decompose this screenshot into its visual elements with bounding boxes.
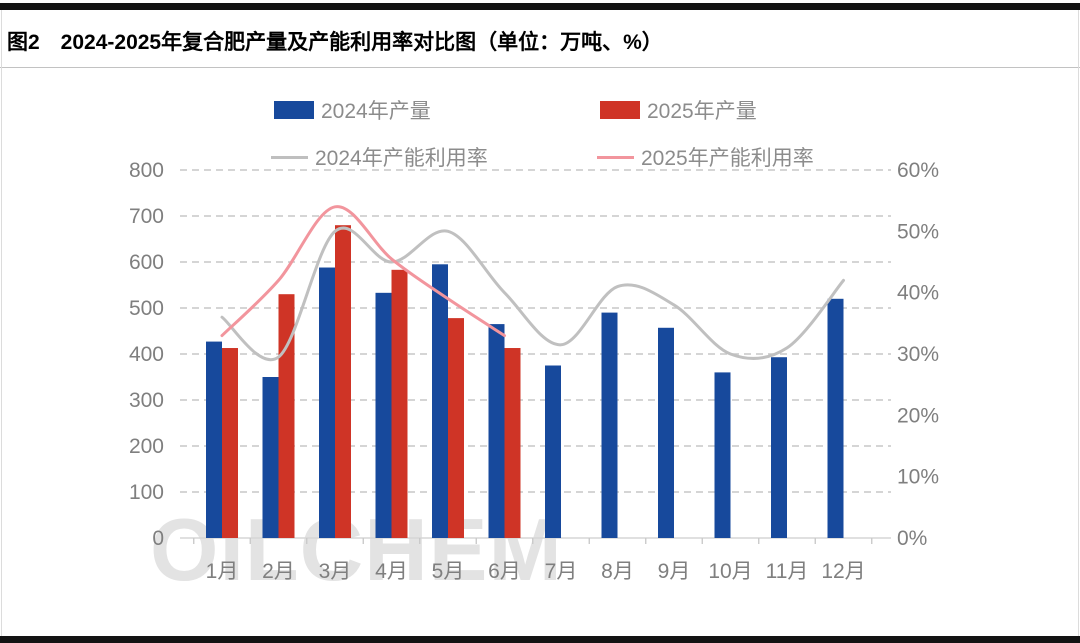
- bar-2025年产量-4月: [391, 269, 408, 538]
- bar-2024年产量-1月: [206, 341, 222, 538]
- right-axis-label: 20%: [897, 404, 939, 427]
- bar-2024年产量-9月: [658, 327, 674, 538]
- bar-2025年产量-5月: [448, 318, 464, 538]
- legend-swatch-2024-production: [274, 101, 314, 119]
- right-axis-label: 60%: [897, 159, 939, 182]
- legend-item-2024-utilization: 2024年产能利用率: [271, 144, 488, 170]
- legend-label: 2025年产量: [647, 100, 757, 123]
- bar-2024年产量-11月: [771, 357, 787, 538]
- bottom-black-bar: [0, 636, 1080, 643]
- left-axis-label: 200: [129, 435, 164, 458]
- legend-label: 2024年产量: [321, 100, 431, 123]
- chart-svg: 0 100 200 300 400 500 600 700 800 0% 10% 20% 30% 40% 5…: [129, 159, 939, 583]
- legend-item-2025-production: 2025年产量: [600, 97, 757, 123]
- legend-item-2025-utilization: 2025年产能利用率: [597, 144, 814, 170]
- bar-2024年产量-10月: [714, 372, 731, 538]
- top-black-bar: [0, 3, 1080, 10]
- x-axis-label: 11月: [766, 560, 809, 583]
- title-divider: [0, 67, 1080, 68]
- bar-2024年产量-5月: [432, 264, 448, 538]
- left-axis-label: 400: [129, 343, 164, 366]
- left-axis-label: 500: [129, 297, 164, 320]
- left-axis-label: 0: [152, 527, 164, 550]
- x-axis-label: 12月: [821, 560, 865, 583]
- bar-2025年产量-6月: [504, 348, 521, 538]
- legend-swatch-2025-production: [600, 101, 640, 119]
- x-axis-label: 6月: [488, 560, 521, 583]
- right-axis-label: 0%: [897, 527, 927, 550]
- right-axis-label: 10%: [897, 466, 939, 489]
- x-axis-label: 4月: [375, 560, 408, 583]
- bar-2025年产量-1月: [222, 348, 238, 538]
- right-page-border: [1078, 10, 1079, 636]
- x-axis-label: 1月: [206, 560, 239, 583]
- right-axis-label: 30%: [897, 343, 939, 366]
- bar-2024年产量-2月: [262, 377, 279, 538]
- right-axis-label: 50%: [897, 220, 939, 243]
- bar-2024年产量-3月: [319, 267, 335, 538]
- legend-label: 2024年产能利用率: [315, 147, 488, 170]
- legend-item-2024-production: 2024年产量: [274, 97, 431, 123]
- x-axis-label: 2月: [262, 560, 295, 583]
- left-axis-label: 300: [129, 389, 164, 412]
- legend-swatch-2024-utilization: [271, 155, 308, 159]
- line-2024年产能利用率: [220, 226, 845, 362]
- left-axis-label: 600: [129, 251, 164, 274]
- right-axis-label: 40%: [897, 282, 939, 305]
- bar-2024年产量-12月: [827, 298, 844, 538]
- x-axis-label: 5月: [432, 560, 465, 583]
- left-axis-label: 700: [129, 205, 164, 228]
- bar-2024年产量-4月: [375, 292, 392, 538]
- x-axis-label: 8月: [601, 560, 634, 583]
- x-axis-label: 3月: [319, 560, 352, 583]
- bar-2024年产量-6月: [488, 324, 505, 538]
- line-2025年产能利用率: [220, 205, 506, 338]
- x-axis-label: 7月: [545, 560, 578, 583]
- x-axis-label: 10月: [708, 560, 752, 583]
- left-page-border: [1, 10, 2, 636]
- left-axis-label: 800: [129, 159, 164, 182]
- bar-2024年产量-8月: [601, 312, 618, 538]
- bar-2025年产量-3月: [335, 225, 351, 538]
- x-axis-label: 9月: [658, 560, 691, 583]
- bar-2024年产量-7月: [545, 365, 561, 538]
- left-axis-label: 100: [129, 481, 164, 504]
- legend-swatch-2025-utilization: [597, 155, 634, 159]
- legend-label: 2025年产能利用率: [641, 147, 814, 170]
- page-title: 图2 2024-2025年复合肥产量及产能利用率对比图（单位：万吨、%）: [7, 31, 663, 54]
- bar-2025年产量-2月: [278, 294, 295, 538]
